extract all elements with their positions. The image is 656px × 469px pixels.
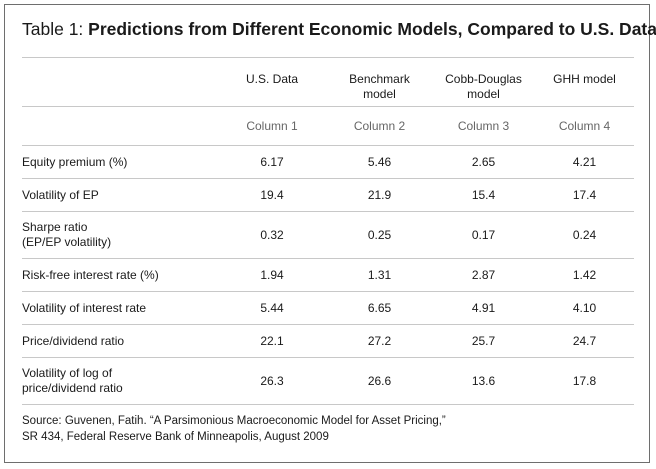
header-cell: Benchmark model (327, 58, 432, 106)
table-row: Volatility of EP 19.4 21.9 15.4 17.4 (22, 178, 634, 211)
table-cell: 26.6 (367, 373, 392, 388)
header-cell-text: Benchmark model (349, 72, 410, 101)
table-row: Risk-free interest rate (%) 1.94 1.31 2.… (22, 258, 634, 291)
column-number-cell: Column 1 (246, 118, 298, 133)
table-cell: 22.1 (260, 333, 284, 348)
table-cell: 2.65 (471, 154, 496, 169)
table-frame (4, 4, 650, 463)
table-cell: 26.3 (260, 373, 284, 388)
table-row: Volatility of log of price/dividend rati… (22, 357, 634, 405)
table-cell: 17.8 (572, 373, 597, 388)
header-cell: GHH model (553, 72, 616, 86)
table-cell: 19.4 (260, 187, 284, 202)
source-note: Source: Guvenen, Fatih. “A Parsimonious … (22, 413, 446, 445)
table-cell: 4.21 (572, 154, 597, 169)
table-cell: 5.44 (260, 300, 284, 315)
row-label: Volatility of EP (22, 187, 99, 202)
table-row: Price/dividend ratio 22.1 27.2 25.7 24.7 (22, 324, 634, 357)
table-cell: 1.31 (367, 267, 392, 282)
row-label: Equity premium (%) (22, 154, 128, 169)
table-cell: 5.46 (367, 154, 392, 169)
table-row: Volatility of interest rate 5.44 6.65 4.… (22, 291, 634, 324)
table-cell: 6.65 (367, 300, 392, 315)
table-cell: 4.91 (471, 300, 496, 315)
table-cell: 17.4 (572, 187, 597, 202)
row-label: Volatility of log of price/dividend rati… (22, 358, 214, 404)
row-label-text: Volatility of log of price/dividend rati… (22, 366, 123, 395)
row-label: Sharpe ratio (EP/EP volatility) (22, 212, 214, 258)
table-cell: 0.24 (572, 227, 597, 242)
table-cell: 15.4 (471, 187, 496, 202)
row-label-text: Sharpe ratio (EP/EP volatility) (22, 220, 112, 249)
table-row: Sharpe ratio (EP/EP volatility) 0.32 0.2… (22, 211, 634, 258)
data-table: U.S. Data Benchmark model Cobb-Douglas m… (22, 57, 634, 405)
table-cell: 0.17 (471, 227, 496, 242)
table-cell: 0.25 (367, 227, 392, 242)
table-cell: 25.7 (471, 333, 496, 348)
column-number-cell: Column 2 (353, 118, 406, 133)
table-cell: 6.17 (260, 154, 284, 169)
header-row: U.S. Data Benchmark model Cobb-Douglas m… (22, 57, 634, 106)
row-label: Risk-free interest rate (%) (22, 267, 159, 282)
column-number-cell: Column 3 (457, 118, 510, 133)
header-cell: U.S. Data (245, 72, 299, 86)
table-title-main: Predictions from Different Economic Mode… (88, 19, 656, 39)
column-number-cell: Column 4 (558, 118, 611, 133)
table-cell: 13.6 (471, 373, 496, 388)
column-number-row: Column 1 Column 2 Column 3 Column 4 (22, 106, 634, 145)
table-cell: 1.42 (572, 267, 597, 282)
table-cell: 24.7 (572, 333, 597, 348)
table-cell: 21.9 (367, 187, 392, 202)
header-cell: Cobb-Douglas model (432, 58, 535, 106)
source-line: SR 434, Federal Reserve Bank of Minneapo… (22, 431, 329, 443)
row-label: Price/dividend ratio (22, 333, 125, 348)
source-line: Source: Guvenen, Fatih. “A Parsimonious … (22, 415, 446, 427)
table-title: Table 1: Predictions from Different Econ… (22, 19, 656, 40)
header-label-cell (22, 58, 214, 106)
table-cell: 27.2 (367, 333, 392, 348)
table-cell: 2.87 (471, 267, 496, 282)
row-label: Volatility of interest rate (22, 300, 147, 315)
table-title-prefix: Table 1: (22, 19, 89, 39)
table-cell: 1.94 (260, 267, 284, 282)
table-cell: 4.10 (572, 300, 597, 315)
header-cell-text: Cobb-Douglas model (445, 72, 522, 101)
table-row: Equity premium (%) 6.17 5.46 2.65 4.21 (22, 145, 634, 178)
table-cell: 0.32 (260, 227, 284, 242)
